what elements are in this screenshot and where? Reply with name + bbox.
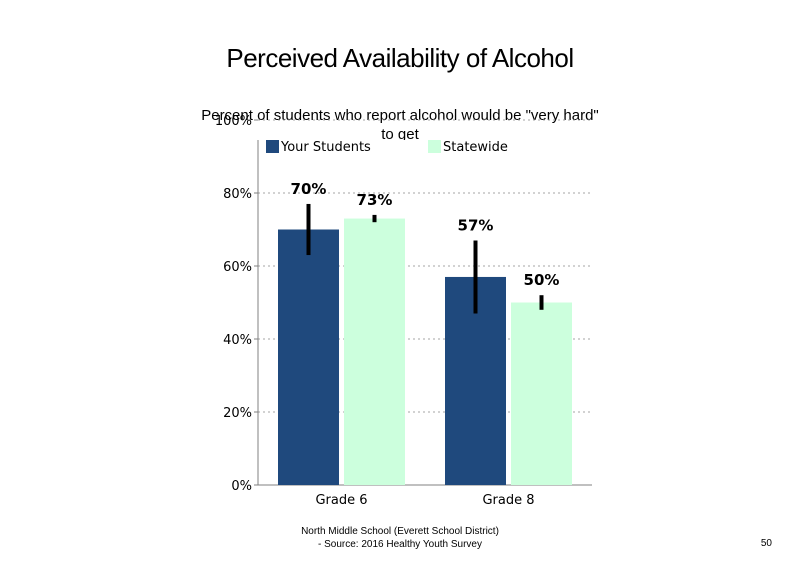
chart-title: Perceived Availability of Alcohol bbox=[226, 43, 574, 73]
legend-swatch-statewide bbox=[428, 140, 441, 153]
legend-item-your-students: Your Students bbox=[266, 140, 371, 155]
y-tick-label: 0% bbox=[231, 479, 252, 494]
data-label: 70% bbox=[291, 180, 327, 198]
y-tick-label: 80% bbox=[223, 187, 252, 202]
footer-source: North Middle School (Everett School Dist… bbox=[250, 525, 550, 551]
x-tick-label: Grade 8 bbox=[482, 493, 534, 508]
legend-item-statewide: Statewide bbox=[428, 140, 508, 155]
legend-swatch-your-students bbox=[266, 140, 279, 153]
legend-label-your-students: Your Students bbox=[281, 140, 371, 155]
bar bbox=[344, 218, 405, 486]
y-tick-label: 100% bbox=[215, 114, 252, 129]
footer-line-school: North Middle School (Everett School Dist… bbox=[301, 526, 499, 537]
y-tick-label: 20% bbox=[223, 406, 252, 421]
legend-label-statewide: Statewide bbox=[443, 140, 508, 155]
data-label: 57% bbox=[458, 216, 494, 234]
data-label: 73% bbox=[357, 191, 393, 209]
page-number: 50 bbox=[760, 538, 772, 549]
y-tick-label: 40% bbox=[223, 333, 252, 348]
data-label: 50% bbox=[524, 271, 560, 289]
bar bbox=[278, 229, 339, 485]
y-tick-label: 60% bbox=[223, 260, 252, 275]
bar bbox=[511, 302, 572, 485]
footer-line-source: - Source: 2016 Healthy Youth Survey bbox=[318, 539, 482, 550]
x-tick-label: Grade 6 bbox=[315, 493, 367, 508]
